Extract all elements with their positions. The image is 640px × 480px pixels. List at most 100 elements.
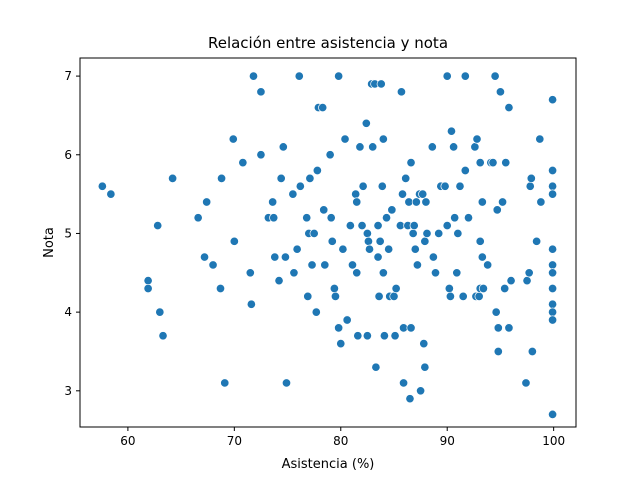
data-point-20: [248, 71, 259, 81]
data-point-26: [270, 252, 280, 262]
data-point-162: [506, 276, 516, 286]
data-point-87: [381, 213, 392, 223]
x-tick-label-90: 90: [440, 434, 455, 448]
data-point-41: [307, 260, 317, 270]
y-axis-label: Nota: [42, 227, 57, 258]
y-tick-label-3: 3: [64, 384, 72, 398]
data-point-68: [358, 181, 368, 191]
data-point-130: [450, 213, 460, 223]
data-point-83: [377, 181, 387, 191]
data-point-55: [334, 323, 344, 333]
data-point-118: [427, 142, 437, 152]
data-point-16: [229, 236, 239, 246]
data-point-56: [336, 339, 346, 349]
data-point-153: [492, 205, 502, 215]
data-point-2: [143, 276, 153, 286]
data-point-164: [522, 276, 532, 286]
data-point-80: [374, 291, 384, 301]
data-point-109: [412, 260, 422, 270]
data-point-53: [330, 291, 340, 301]
data-point-131: [452, 268, 462, 278]
data-point-124: [442, 221, 452, 231]
data-point-28: [276, 173, 286, 183]
data-point-9: [199, 252, 210, 262]
data-point-169: [532, 236, 542, 246]
data-point-14: [220, 378, 230, 388]
data-point-47: [319, 205, 329, 215]
data-point-170: [535, 134, 545, 144]
data-point-108: [411, 197, 421, 207]
data-point-141: [474, 291, 484, 301]
data-point-72: [363, 236, 373, 246]
data-point-138: [470, 142, 480, 152]
data-point-145: [477, 197, 487, 207]
data-point-42: [309, 228, 319, 238]
data-point-152: [491, 307, 501, 317]
data-point-61: [347, 260, 358, 270]
y-tick-label-6: 6: [64, 148, 72, 162]
x-tick-label-70: 70: [227, 434, 242, 448]
data-point-132: [453, 228, 463, 238]
data-point-44: [312, 165, 322, 176]
x-axis-label: Asistencia (%): [282, 457, 375, 472]
data-point-34: [292, 244, 302, 254]
data-point-0: [97, 181, 107, 191]
data-point-91: [389, 291, 399, 301]
data-point-98: [399, 378, 409, 388]
data-point-37: [302, 213, 312, 223]
data-point-105: [408, 228, 418, 238]
data-point-123: [440, 181, 450, 191]
data-point-143: [475, 236, 485, 246]
data-point-11: [208, 260, 218, 270]
data-point-50: [326, 213, 336, 223]
data-point-155: [493, 323, 503, 333]
data-point-77: [371, 362, 381, 372]
data-point-113: [419, 339, 429, 349]
data-point-103: [406, 158, 416, 168]
data-point-125: [442, 71, 452, 81]
data-point-121: [434, 228, 444, 238]
data-point-95: [396, 87, 406, 97]
data-point-38: [303, 291, 313, 301]
x-tick-label-60: 60: [120, 434, 135, 448]
data-point-106: [409, 221, 419, 231]
data-point-96: [397, 189, 408, 199]
data-point-129: [449, 142, 459, 152]
data-point-24: [268, 197, 278, 207]
data-point-21: [256, 87, 266, 97]
y-axis-ticks: 3 4 5 6 7: [64, 69, 80, 398]
data-point-25: [269, 213, 279, 223]
data-point-102: [405, 394, 415, 404]
data-point-67: [357, 221, 367, 231]
data-point-173: [548, 165, 558, 176]
data-point-63: [352, 268, 362, 278]
data-point-58: [340, 134, 350, 144]
data-point-33: [289, 268, 299, 278]
data-point-35: [294, 71, 304, 81]
data-point-7: [168, 173, 178, 183]
data-point-54: [334, 71, 344, 81]
data-points: [97, 71, 558, 419]
data-point-51: [327, 236, 337, 246]
data-point-48: [320, 260, 330, 270]
data-point-8: [193, 213, 203, 223]
data-point-65: [353, 331, 363, 341]
data-point-15: [228, 134, 238, 144]
plot-frame: [79, 57, 577, 428]
data-point-66: [355, 142, 365, 152]
data-point-99: [401, 173, 411, 183]
data-point-151: [490, 71, 500, 81]
x-axis-ticks: 60 70 80 90 100: [120, 427, 565, 448]
data-point-136: [460, 165, 470, 176]
data-point-43: [311, 307, 321, 317]
data-point-40: [305, 173, 315, 183]
data-point-64: [352, 197, 362, 207]
data-point-168: [527, 346, 537, 357]
data-point-71: [362, 331, 372, 341]
data-point-19: [246, 299, 256, 309]
data-point-183: [548, 409, 558, 419]
data-point-147: [478, 283, 488, 294]
data-point-165: [524, 268, 534, 278]
data-point-36: [295, 181, 305, 191]
